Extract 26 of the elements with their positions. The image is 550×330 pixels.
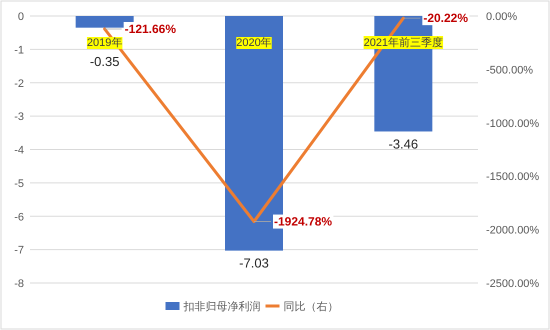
y-tick-label: -5 bbox=[14, 178, 24, 190]
legend-label: 扣非归母净利润 bbox=[182, 300, 260, 313]
y-tick-label: -1 bbox=[14, 44, 24, 56]
data-label: -1924.78% bbox=[274, 214, 332, 229]
data-label: -3.46 bbox=[388, 136, 418, 152]
y2-tick-label: -1000.00% bbox=[486, 118, 540, 130]
y2-tick-label: -500.00% bbox=[486, 64, 534, 76]
y2-tick-label: -1500.00% bbox=[486, 171, 540, 184]
y-tick-label: 0 bbox=[18, 11, 24, 23]
x-tick-label: 2021年前三季度 bbox=[364, 36, 444, 49]
y2-tick-label: -2000.00% bbox=[486, 224, 540, 237]
y-tick-label: -3 bbox=[14, 111, 24, 124]
x-tick-label: 2020年 bbox=[236, 37, 272, 49]
x-tick-label: 2019年 bbox=[86, 37, 122, 49]
y-tick-label: -7 bbox=[14, 244, 24, 257]
data-label: -121.66% bbox=[124, 22, 176, 36]
data-label: -0.35 bbox=[90, 54, 120, 69]
legend-label: 同比（右） bbox=[284, 300, 338, 313]
y-tick-label: -6 bbox=[14, 211, 24, 224]
data-label: -7.03 bbox=[239, 256, 269, 271]
y2-tick-label: 0.00% bbox=[486, 11, 518, 23]
y-tick-label: -8 bbox=[14, 278, 24, 290]
y2-tick-label: -2500.00% bbox=[486, 278, 540, 290]
y-tick-label: -2 bbox=[14, 78, 24, 90]
y-tick-label: -4 bbox=[14, 144, 24, 156]
data-label: -20.22% bbox=[423, 11, 468, 26]
